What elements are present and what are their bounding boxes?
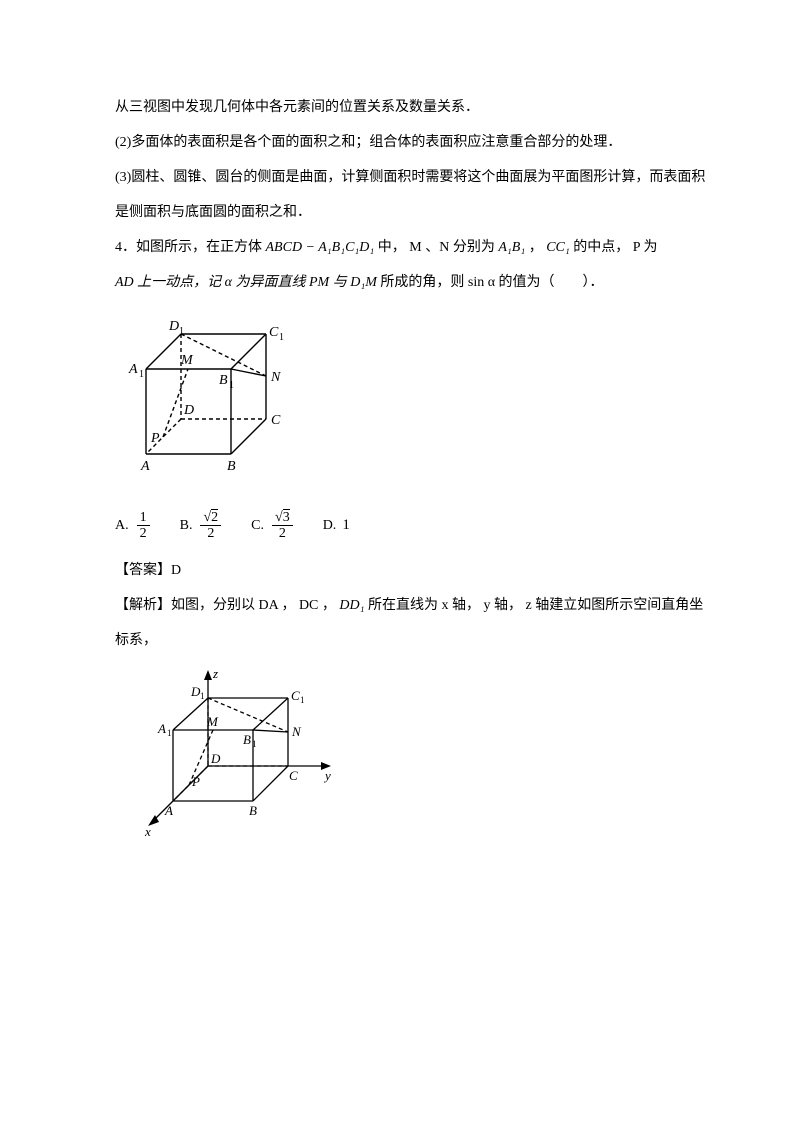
svg-text:1: 1 xyxy=(229,380,234,391)
option-B: B. √22 xyxy=(180,508,224,543)
svg-text:1: 1 xyxy=(200,691,205,701)
label-x: x xyxy=(144,824,151,839)
label-N: N xyxy=(270,370,281,385)
optB-num: 2 xyxy=(211,509,218,525)
label-P: P xyxy=(150,431,160,446)
label-A1: A xyxy=(128,362,138,377)
optA-label: A. xyxy=(115,508,129,543)
q4-cc1: CC₁ xyxy=(546,240,570,255)
optB-label: B. xyxy=(180,508,193,543)
answer-options: A. 12 B. √22 C. √32 D. 1 xyxy=(115,507,710,545)
svg-text:1: 1 xyxy=(179,326,184,337)
expl-dd1: DD₁ xyxy=(339,598,364,613)
q4-ab1: A₁B₁ xyxy=(498,240,525,255)
q4-prefix: 4．如图所示，在正方体 xyxy=(115,240,266,255)
label-C1: C xyxy=(269,325,279,340)
optA-den: 2 xyxy=(137,526,150,541)
label2-A: A xyxy=(164,803,173,818)
optD-val: 1 xyxy=(342,507,350,545)
q4-comma: ， xyxy=(525,240,546,255)
svg-text:1: 1 xyxy=(279,332,284,343)
label-B: B xyxy=(227,459,236,474)
q4-ad: AD 上一动点，记 α 为异面直线 PM 与 xyxy=(115,275,350,290)
svg-text:1: 1 xyxy=(167,728,172,738)
svg-text:1: 1 xyxy=(139,369,144,380)
label-A: A xyxy=(140,459,150,474)
label-z: z xyxy=(212,668,218,681)
option-A: A. 12 xyxy=(115,508,152,543)
label2-B: B xyxy=(249,803,257,818)
label2-B1: B xyxy=(243,732,251,747)
label2-A1: A xyxy=(157,721,166,736)
label2-C: C xyxy=(289,768,298,783)
figure-2-cube-axes: z y x D1 C1 A1 B1 M N D C A B P xyxy=(143,668,710,843)
label2-P: P xyxy=(191,774,200,789)
label-y: y xyxy=(323,768,331,783)
answer-label: 【答案】D xyxy=(115,553,710,588)
question-4-line2: AD 上一动点，记 α 为异面直线 PM 与 D₁M 所成的角，则 sin α … xyxy=(115,265,710,300)
optB-den: 2 xyxy=(200,526,221,541)
label-D1: D xyxy=(168,319,179,334)
paragraph-3: (3)圆柱、圆锥、圆台的侧面是曲面，计算侧面积时需要将这个曲面展为平面图形计算，… xyxy=(115,160,710,230)
optC-label: C. xyxy=(251,508,264,543)
figure-1-cube: D1 C1 A1 B1 M N D C A B P xyxy=(121,314,710,489)
q4-mid1: 中， M 、N 分别为 xyxy=(374,240,498,255)
optC-den: 2 xyxy=(272,526,293,541)
explanation-line: 【解析】如图，分别以 DA ， DC ， DD₁ 所在直线为 x 轴， y 轴，… xyxy=(115,588,710,658)
option-D: D. 1 xyxy=(323,507,350,545)
option-C: C. √32 xyxy=(251,508,295,543)
optD-label: D. xyxy=(323,508,337,543)
q4-mid2: 的中点， P 为 xyxy=(570,240,658,255)
label-B1: B xyxy=(219,373,228,388)
svg-text:1: 1 xyxy=(300,695,305,705)
label2-C1: C xyxy=(291,688,300,703)
label2-D: D xyxy=(210,751,221,766)
q4-d1m: D₁M xyxy=(350,275,377,290)
question-4-line1: 4．如图所示，在正方体 ABCD − A₁B₁C₁D₁ 中， M 、N 分别为 … xyxy=(115,230,710,265)
label2-M: M xyxy=(206,714,219,729)
optC-num: 3 xyxy=(283,509,290,525)
label-M: M xyxy=(180,353,194,368)
svg-text:1: 1 xyxy=(252,739,257,749)
label2-N: N xyxy=(291,724,302,739)
q4-tail: 所成的角，则 sin α 的值为（ ）． xyxy=(377,275,604,290)
paragraph-2: (2)多面体的表面积是各个面的面积之和；组合体的表面积应注意重合部分的处理． xyxy=(115,125,710,160)
label-D: D xyxy=(183,403,194,418)
paragraph-1: 从三视图中发现几何体中各元素间的位置关系及数量关系． xyxy=(115,90,710,125)
optA-num: 1 xyxy=(137,510,150,526)
q4-cube: ABCD − A₁B₁C₁D₁ xyxy=(266,240,375,255)
label-C: C xyxy=(271,413,281,428)
expl-a: 【解析】如图，分别以 DA ， DC ， xyxy=(115,598,339,613)
